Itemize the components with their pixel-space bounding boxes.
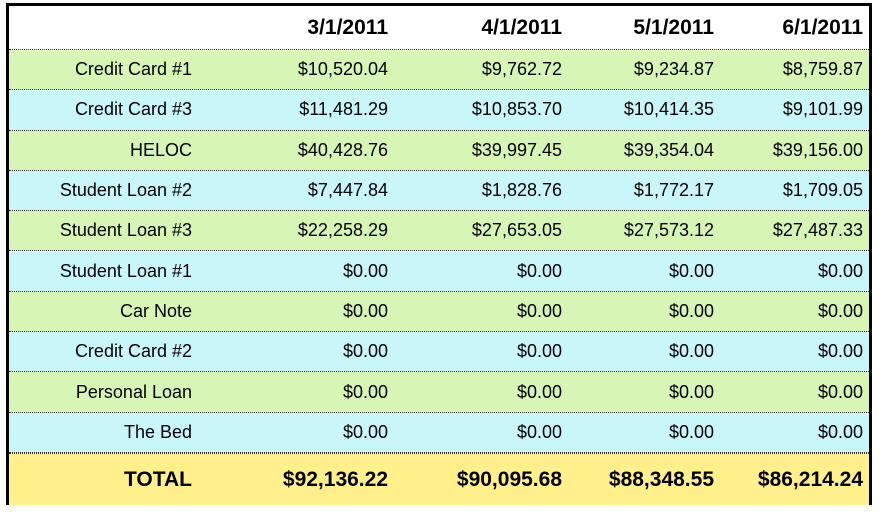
row-value-3: $9,234.87 (633, 59, 714, 80)
header-date-3: 5/1/2011 (633, 15, 714, 39)
row-value-1: $7,447.84 (307, 180, 388, 201)
row-value-1: $0.00 (342, 341, 388, 362)
row-value-2: $0.00 (516, 300, 562, 321)
header-label-cell (9, 6, 196, 49)
header-date-1: 3/1/2011 (307, 15, 388, 39)
row-value-4: $0.00 (817, 260, 863, 281)
row-label: The Bed (123, 421, 192, 442)
table-header-row: 3/1/2011 4/1/2011 5/1/2011 6/1/2011 (9, 6, 869, 50)
row-value-3: $0.00 (668, 260, 714, 281)
table-row: Personal Loan $0.00 $0.00 $0.00 $0.00 (9, 372, 869, 413)
row-label: Student Loan #1 (59, 260, 192, 281)
row-value-1: $11,481.29 (299, 99, 388, 120)
row-value-4: $0.00 (817, 300, 863, 321)
row-value-2: $39,997.45 (471, 139, 562, 160)
row-value-4: $9,101.99 (782, 99, 863, 120)
total-row: TOTAL $92,136.22 $90,095.68 $88,348.55 $… (9, 453, 869, 505)
row-label: Personal Loan (75, 381, 192, 402)
header-date-4: 6/1/2011 (782, 15, 863, 39)
table-row: Credit Card #2 $0.00 $0.00 $0.00 $0.00 (9, 332, 869, 373)
row-value-2: $9,762.72 (481, 59, 562, 80)
row-value-1: $0.00 (342, 300, 388, 321)
row-value-2: $0.00 (516, 421, 562, 442)
row-value-3: $39,354.04 (623, 139, 714, 160)
row-value-1: $0.00 (342, 421, 388, 442)
row-label: HELOC (129, 139, 192, 160)
row-value-2: $0.00 (516, 381, 562, 402)
row-value-3: $27,573.12 (623, 220, 714, 241)
row-value-1: $40,428.76 (297, 139, 388, 160)
table-row: Student Loan #1 $0.00 $0.00 $0.00 $0.00 (9, 251, 869, 292)
table-row: Student Loan #3 $22,258.29 $27,653.05 $27,5… (9, 211, 869, 252)
row-value-2: $0.00 (516, 260, 562, 281)
total-value-1: $92,136.22 (282, 467, 388, 491)
row-label: Credit Card #2 (74, 341, 192, 362)
row-value-3: $1,772.17 (633, 180, 714, 201)
table-row: Student Loan #2 $7,447.84 $1,828.76 $1,772.… (9, 170, 869, 212)
total-label: TOTAL (123, 467, 192, 491)
total-value-2: $90,095.68 (456, 467, 562, 491)
row-label: Student Loan #2 (59, 180, 192, 201)
debt-balance-table: 3/1/2011 4/1/2011 5/1/2011 6/1/2011 Cred… (6, 3, 872, 505)
header-date-2: 4/1/2011 (481, 15, 562, 39)
row-value-1: $22,258.29 (297, 220, 388, 241)
row-label: Student Loan #3 (59, 220, 192, 241)
row-value-4: $0.00 (817, 341, 863, 362)
table-row: HELOC $40,428.76 $39,997.45 $39,354.04 $39,1… (9, 130, 869, 171)
row-value-4: $8,759.87 (782, 59, 863, 80)
table-row: Credit Card #1 $10,520.04 $9,762.72 $9,234.… (9, 50, 869, 91)
row-value-1: $10,520.04 (297, 59, 388, 80)
row-value-2: $27,653.05 (471, 220, 562, 241)
row-value-3: $0.00 (668, 341, 714, 362)
table-row: Car Note $0.00 $0.00 $0.00 $0.00 (9, 291, 869, 333)
table-row: The Bed $0.00 $0.00 $0.00 $0.00 (9, 412, 869, 453)
row-value-1: $0.00 (342, 260, 388, 281)
row-label: Car Note (119, 300, 192, 321)
row-value-4: $0.00 (817, 381, 863, 402)
row-value-3: $10,414.35 (623, 99, 714, 120)
row-label: Credit Card #1 (74, 59, 192, 80)
row-value-2: $0.00 (516, 341, 562, 362)
total-value-3: $88,348.55 (608, 467, 714, 491)
row-value-4: $1,709.05 (782, 180, 863, 201)
row-value-3: $0.00 (668, 300, 714, 321)
total-value-4: $86,214.24 (757, 467, 863, 491)
row-value-1: $0.00 (342, 381, 388, 402)
row-value-2: $1,828.76 (481, 180, 562, 201)
row-value-4: $27,487.33 (772, 220, 863, 241)
table-row: Credit Card #3 $11,481.29 $10,853.70 $10,41… (9, 90, 869, 131)
row-value-2: $10,853.70 (471, 99, 562, 120)
row-value-3: $0.00 (668, 381, 714, 402)
row-value-4: $0.00 (817, 421, 863, 442)
row-value-3: $0.00 (668, 421, 714, 442)
row-value-4: $39,156.00 (772, 139, 863, 160)
row-label: Credit Card #3 (74, 99, 192, 120)
